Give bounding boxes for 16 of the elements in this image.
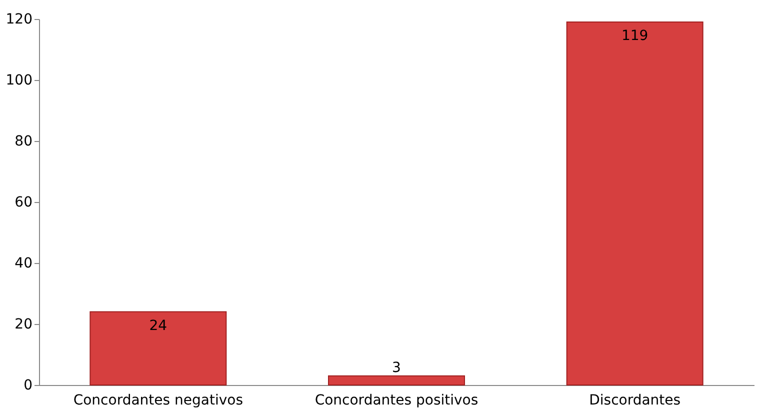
x-tick-label: Discordantes (589, 392, 681, 408)
data-label: 119 (621, 28, 648, 44)
x-tick-label: Concordantes negativos (73, 392, 243, 408)
bar (328, 375, 465, 386)
x-tick-label: Concordantes positivos (314, 392, 478, 408)
data-label: 24 (149, 318, 168, 334)
y-tick-label: 0 (24, 378, 32, 394)
data-label: 3 (392, 360, 401, 376)
bar (90, 311, 227, 386)
y-tick-label: 80 (14, 134, 32, 150)
y-tick-label: 20 (14, 316, 32, 332)
y-tick-label: 120 (6, 12, 32, 28)
y-tick-label: 100 (6, 72, 32, 88)
y-tick-label: 60 (14, 194, 32, 210)
y-tick-label: 40 (14, 256, 32, 272)
bar (566, 22, 704, 386)
